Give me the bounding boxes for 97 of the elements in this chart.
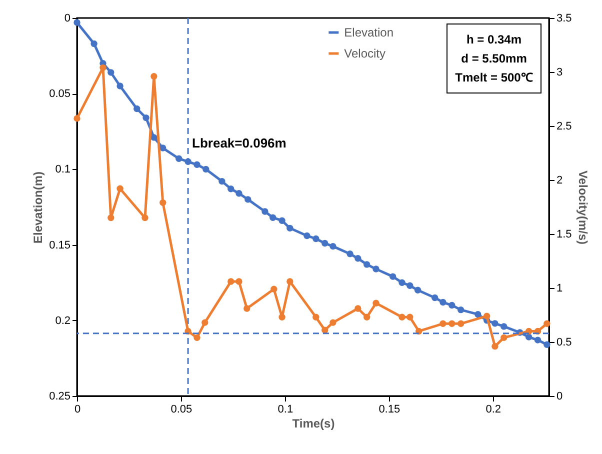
point [278,314,286,321]
point [483,312,490,320]
point [474,311,482,318]
point [500,323,508,330]
point [414,286,422,294]
point [228,278,234,285]
point [431,294,438,302]
point [372,266,380,272]
point [354,305,362,312]
point [108,214,114,222]
x-axis-title: Time(s) [292,416,335,430]
point [286,224,294,232]
point [160,144,166,152]
annotation: Lbreak=0.096m [192,135,286,150]
point [160,199,166,206]
y2-tick-label: 2 [556,174,563,186]
annotation: d = 5.50mm [461,52,527,66]
point [525,334,532,340]
point [492,342,498,350]
point [270,214,276,221]
point [492,320,498,327]
legend-label: Velocity [344,46,386,60]
point [448,320,456,327]
point [116,185,124,192]
legend-label: Elevation [344,26,394,40]
y-tick-label: 0.1 [55,164,70,176]
point [176,155,182,162]
point [100,64,106,72]
point [457,320,464,327]
point [142,114,150,122]
point [228,186,234,192]
point [202,166,210,173]
point [440,320,446,327]
y2-tick-label: 2.5 [556,120,572,132]
point [244,305,250,312]
point [346,250,354,258]
point [544,341,550,348]
y-tick-label: 0.15 [49,239,70,252]
x-tick-label: 0.2 [486,404,502,416]
point [398,314,406,321]
y2-tick-label: 0 [556,390,563,402]
point [236,278,242,285]
point [354,255,362,262]
point [364,261,370,268]
point [218,178,226,185]
point [500,334,508,342]
point [389,273,396,280]
point [244,196,252,203]
y2-tick-label: 3.5 [556,12,572,24]
point [74,115,80,122]
point [262,208,268,215]
point [270,286,278,292]
point [448,302,456,309]
point [440,298,446,306]
y-tick-label: 0 [64,12,70,24]
point [90,40,98,48]
y2-axis-title: Velocity(m/s) [576,170,590,245]
y-tick-label: 0.25 [49,390,70,402]
y-tick-label: 0.2 [55,314,70,327]
point [286,278,294,285]
point [116,82,124,90]
point [194,334,200,342]
point [194,161,200,168]
annotation: Tmelt = 500℃ [455,70,533,84]
point [534,336,542,344]
point [457,306,464,314]
x-tick-label: 0.1 [278,404,294,416]
point [278,217,286,224]
y-axis-title: Elevation(m) [31,171,46,244]
point [202,319,208,326]
annotation: h = 0.34m [466,32,522,46]
point [150,134,158,141]
point [330,319,336,326]
x-tick-label: 0.05 [170,404,192,416]
x-tick-label: 0.15 [378,404,400,416]
point [312,235,320,242]
point [142,214,148,222]
point [236,190,242,197]
y2-tick-label: 1 [556,282,563,294]
point [372,300,380,306]
point [330,242,336,250]
point [398,279,406,286]
point [322,240,328,247]
x-tick-label: 0 [74,404,81,416]
point [134,105,140,112]
point [544,320,550,327]
y2-tick-label: 3 [556,66,563,78]
point [312,314,320,321]
point [150,72,158,80]
point [364,314,370,321]
y2-tick-label: 1.5 [556,228,572,240]
point [406,314,414,321]
point [406,282,414,289]
y2-tick-label: 0.5 [556,336,572,348]
point [304,232,310,240]
point [108,69,114,76]
y-tick-label: 0.05 [49,88,70,100]
